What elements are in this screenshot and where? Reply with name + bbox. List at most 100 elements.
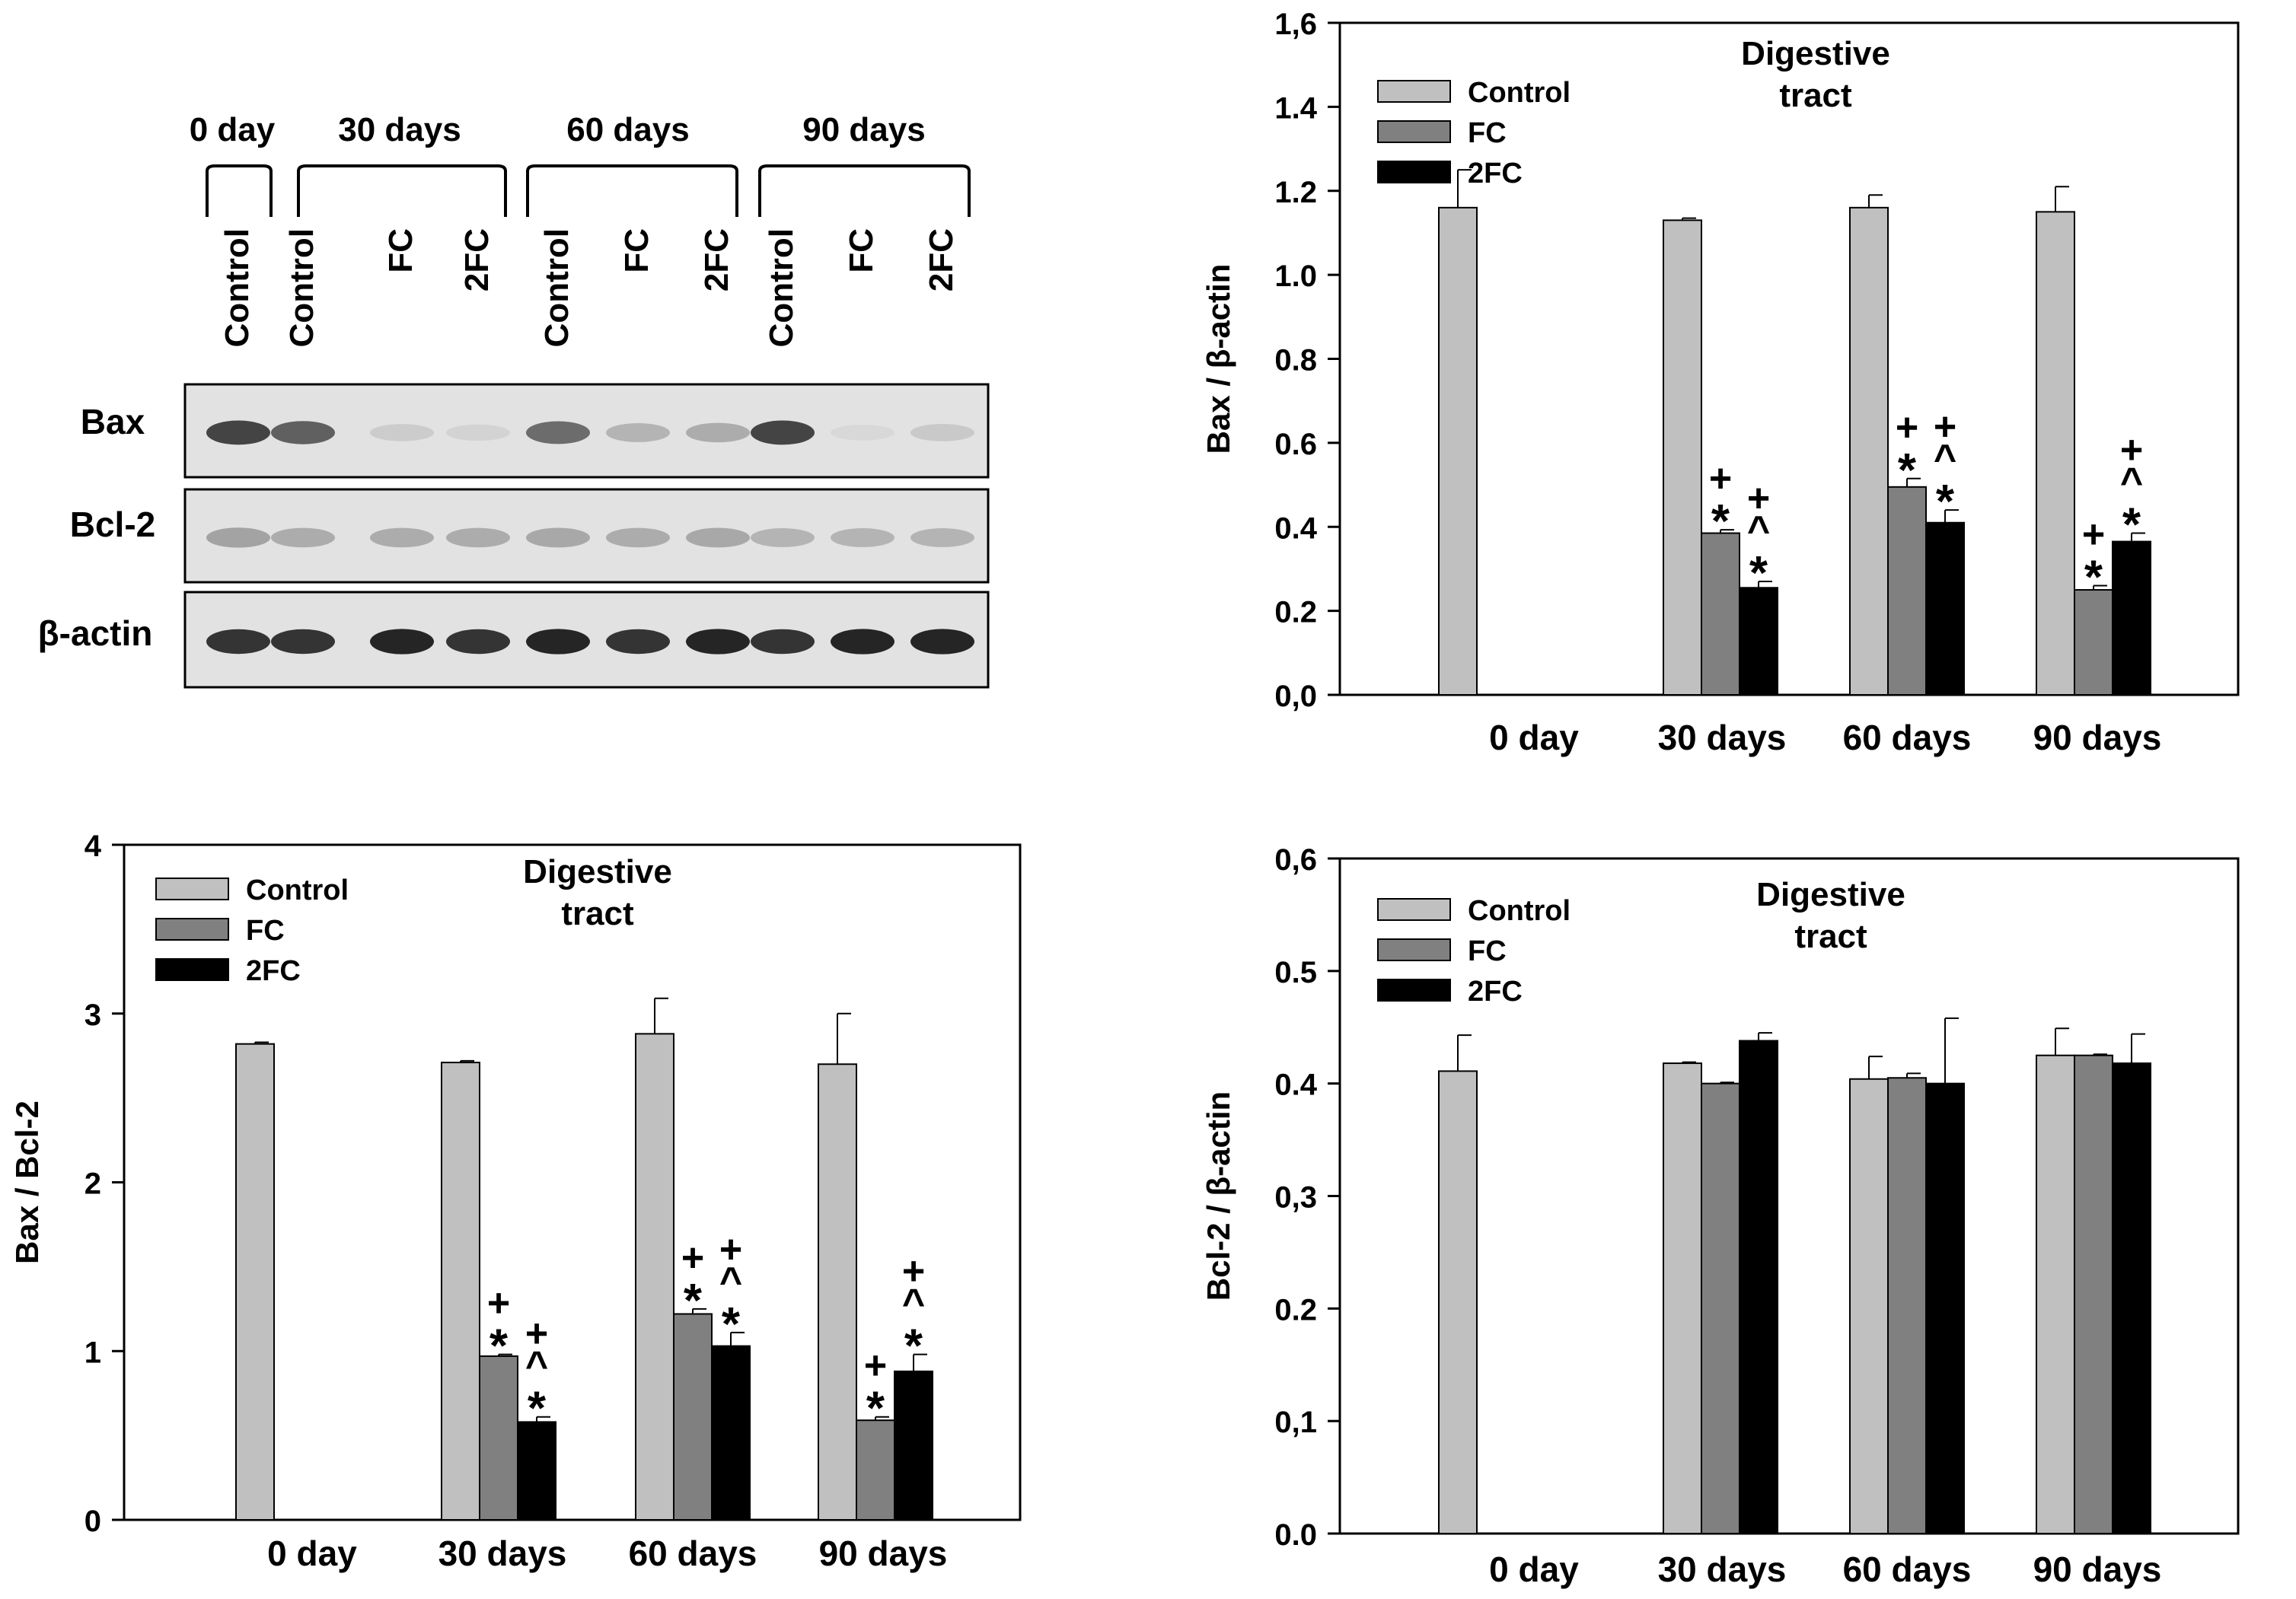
bax-bcl2-ratio-chart: 0 1 2 3 4 Bax / Bcl-2 0 day 30 days 60 days 90 da… (9, 830, 1022, 1573)
significance-symbol: * (2122, 499, 2141, 552)
y-tick-label: 1.2 (1274, 176, 1317, 209)
y-tick-label: 0,1 (1274, 1406, 1317, 1439)
significance-marker: +* (1709, 457, 1732, 548)
y-axis-label: Bax / Bcl-2 (9, 1101, 45, 1264)
bar-fc (1701, 1082, 1740, 1534)
blot-band (446, 527, 510, 548)
significance-symbol: + (1709, 457, 1732, 501)
category-label: 30 days (1658, 718, 1787, 757)
category-label: 0 day (1489, 1550, 1579, 1589)
blot-band (370, 527, 434, 548)
western-blot-panel: 0 day Control 30 days Control FC 2FC 60 days Co… (38, 111, 990, 689)
y-tick-label: 0,0 (1274, 680, 1317, 713)
significance-symbol: * (1936, 476, 1955, 528)
blot-lane-label: Control (763, 228, 800, 347)
blot-band (370, 629, 434, 655)
significance-symbol: + (864, 1344, 887, 1388)
significance-marker: +* (487, 1282, 510, 1373)
y-tick-label: 1 (85, 1336, 101, 1369)
y-tick-label: 0.0 (1274, 1518, 1317, 1552)
significance-symbol: + (2082, 513, 2105, 557)
bar-2fc (1739, 587, 1778, 696)
legend-label: 2FC (1468, 976, 1523, 1008)
significance-symbol: + (1934, 405, 1956, 449)
blot-band (686, 527, 750, 548)
significance-symbol: + (1896, 406, 1918, 450)
blot-band (526, 629, 590, 655)
bar-control (1438, 1070, 1478, 1534)
category-label: 90 days (819, 1534, 948, 1573)
category-label: 30 days (1658, 1550, 1787, 1589)
blot-group-bracket (526, 164, 738, 217)
significance-symbol: + (2120, 428, 2143, 473)
significance-marker: +^* (1747, 476, 1770, 600)
bar-2fc (894, 1370, 933, 1521)
significance-symbol: * (904, 1320, 923, 1373)
legend-swatch-2fc (1377, 161, 1451, 183)
bar-control (1663, 219, 1702, 696)
blot-band (271, 527, 335, 548)
significance-marker: +^* (2120, 428, 2143, 552)
y-tick-label: 0.8 (1274, 344, 1317, 377)
bar-control (1438, 206, 1478, 696)
blot-band (606, 629, 670, 655)
significance-symbol: ^ (525, 1344, 548, 1388)
chart-title-line: Digestive (1756, 876, 1905, 913)
y-tick-label: 0.5 (1274, 956, 1317, 989)
legend-swatch-fc (1377, 120, 1451, 143)
category-label: 60 days (629, 1534, 757, 1573)
blot-band (910, 629, 974, 655)
blot-band (446, 424, 510, 441)
bar-control (2036, 211, 2075, 696)
bax-chart: 0,0 0.2 0.4 0.6 0.8 1.0 1.2 1.4 1,6 Bax / β-actin… (1201, 8, 2240, 757)
chart-title: Digestive tract (1741, 35, 1890, 114)
significance-marker: +* (2082, 513, 2105, 604)
blot-lane-label: Control (283, 228, 320, 347)
legend-label: 2FC (246, 955, 301, 987)
blot-band (910, 424, 974, 441)
blot-lane-label: 2FC (698, 228, 735, 291)
blot-lane-label: 2FC (923, 228, 960, 291)
significance-marker: +^* (525, 1312, 548, 1435)
significance-symbol: ^ (902, 1282, 925, 1326)
blot-lane-label: FC (843, 228, 880, 273)
category-label: 90 days (2033, 1550, 2162, 1589)
bar-2fc (1925, 521, 1965, 696)
legend-swatch-fc (1377, 938, 1451, 961)
blot-group-label: 0 day (190, 111, 276, 148)
blot-lane-label: FC (382, 228, 419, 273)
significance-symbol: * (866, 1383, 885, 1435)
blot-lane-label: Control (538, 228, 576, 347)
bar-fc (1887, 486, 1927, 696)
bar-2fc (1925, 1082, 1965, 1534)
blot-band (206, 527, 270, 548)
blot-band (271, 421, 335, 444)
significance-symbol: ^ (719, 1260, 742, 1304)
significance-marker: +* (1896, 406, 1918, 497)
category-label: 90 days (2033, 718, 2162, 757)
significance-symbol: * (1711, 495, 1730, 548)
blot-band (526, 527, 590, 548)
y-tick-label: 0.4 (1274, 1069, 1317, 1102)
bar-fc (2074, 589, 2113, 696)
legend-label: FC (1468, 935, 1507, 967)
significance-symbol: * (1898, 444, 1917, 497)
legend-swatch-control (155, 878, 229, 900)
blot-band (370, 424, 434, 441)
y-tick-label: 4 (85, 830, 102, 863)
bar-control (2036, 1054, 2075, 1535)
legend-swatch-2fc (155, 958, 229, 981)
significance-symbol: + (487, 1282, 510, 1326)
category-label: 60 days (1843, 718, 1972, 757)
y-tick-label: 3 (85, 999, 101, 1032)
blot-group-label: 60 days (566, 111, 689, 148)
y-tick-label: 1.4 (1274, 91, 1317, 125)
blot-band (831, 425, 894, 441)
blot-group-bracket (297, 164, 507, 217)
legend-label: FC (1468, 117, 1507, 149)
significance-symbol: + (681, 1236, 704, 1280)
significance-symbol: * (684, 1275, 703, 1327)
y-axis-label: Bax / β-actin (1201, 264, 1236, 454)
significance-symbol: ^ (2120, 460, 2143, 505)
category-label: 30 days (438, 1534, 567, 1573)
